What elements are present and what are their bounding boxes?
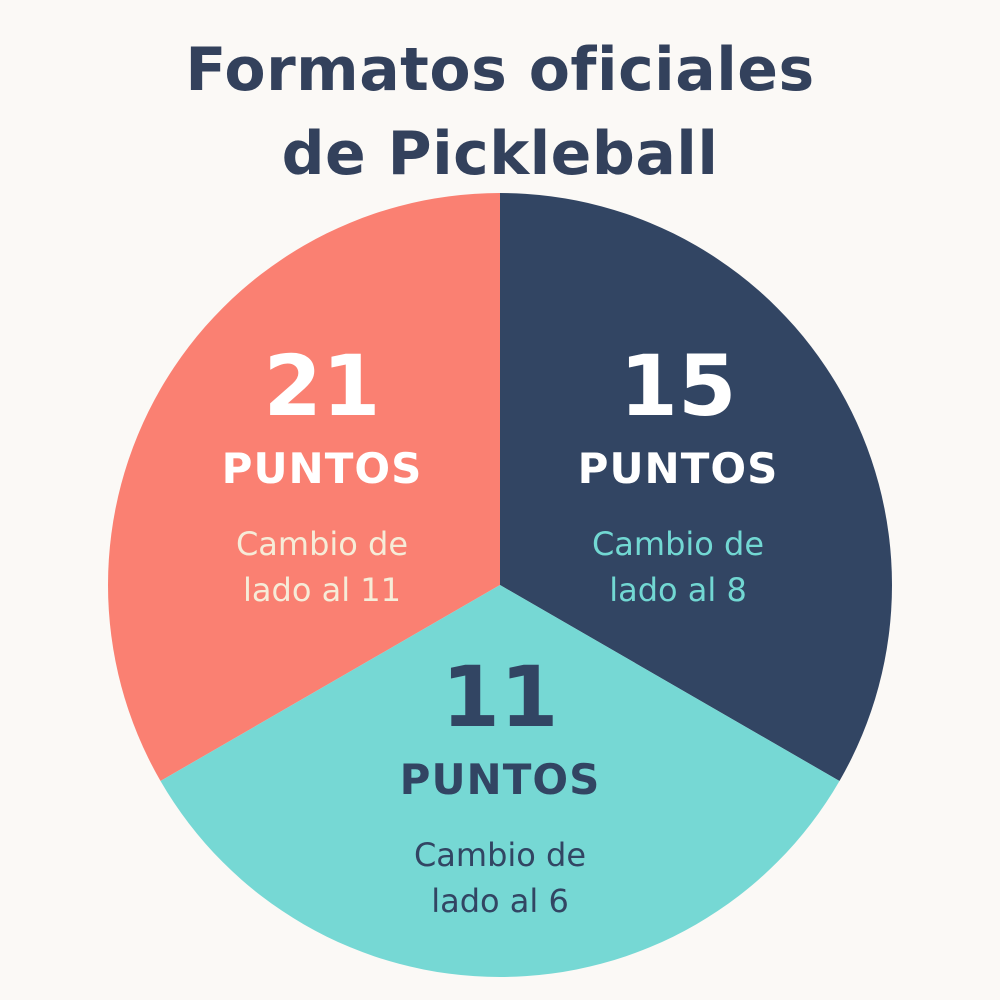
slice-note-line: Cambio de	[592, 525, 764, 563]
slice-note-line: lado al 11	[243, 571, 401, 609]
slice-21-puntos	[108, 193, 501, 781]
slice-label-group: 15 PUNTOS Cambio de lado al 8	[578, 337, 779, 609]
slice-label-group: 21 PUNTOS Cambio de lado al 11	[222, 337, 423, 609]
chart-title-line-1: Formatos oficiales	[185, 35, 815, 105]
slice-11-puntos	[160, 585, 840, 977]
chart-title-line-2: de Pickleball	[281, 119, 719, 189]
slice-unit-label: PUNTOS	[400, 755, 601, 804]
slice-number-label: 11	[442, 648, 559, 746]
slice-number-label: 21	[264, 337, 381, 435]
slice-unit-label: PUNTOS	[578, 444, 779, 493]
slice-15-puntos	[500, 193, 892, 781]
chart-title: Formatos oficiales de Pickleball	[0, 28, 1000, 196]
slice-note-line: Cambio de	[236, 525, 408, 563]
slice-unit-label: PUNTOS	[222, 444, 423, 493]
slice-note-line: lado al 8	[609, 571, 747, 609]
slice-note-line: Cambio de	[414, 836, 586, 874]
slice-note-line: lado al 6	[431, 882, 569, 920]
slice-label-group: 11 PUNTOS Cambio de lado al 6	[400, 648, 601, 920]
slice-number-label: 15	[620, 337, 737, 435]
